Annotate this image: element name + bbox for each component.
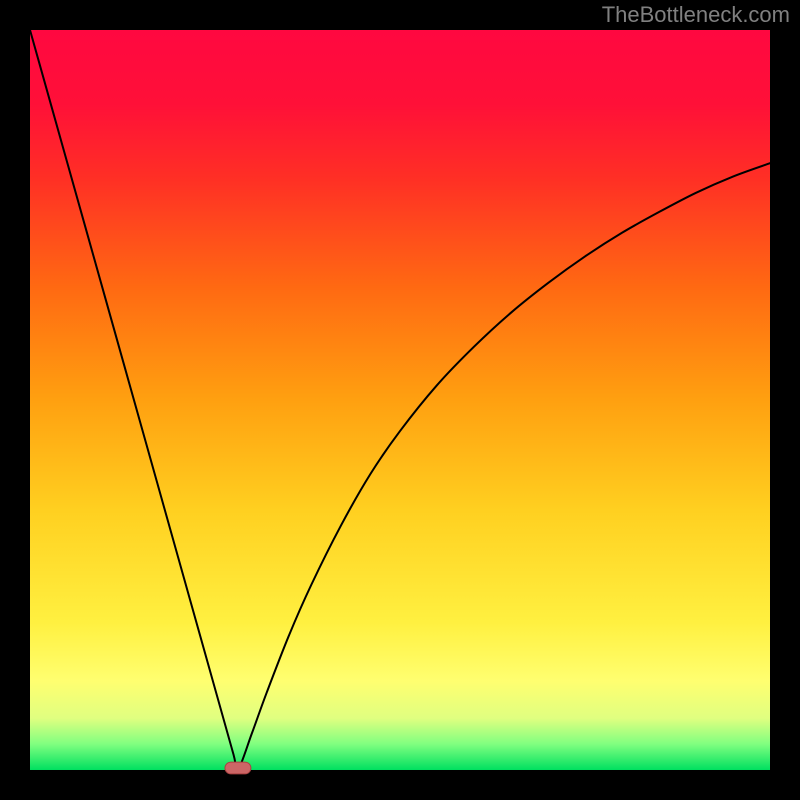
optimum-marker	[225, 762, 251, 774]
plot-background	[30, 30, 770, 770]
chart-container: TheBottleneck.com	[0, 0, 800, 800]
watermark-text: TheBottleneck.com	[602, 2, 790, 28]
bottleneck-chart	[0, 0, 800, 800]
